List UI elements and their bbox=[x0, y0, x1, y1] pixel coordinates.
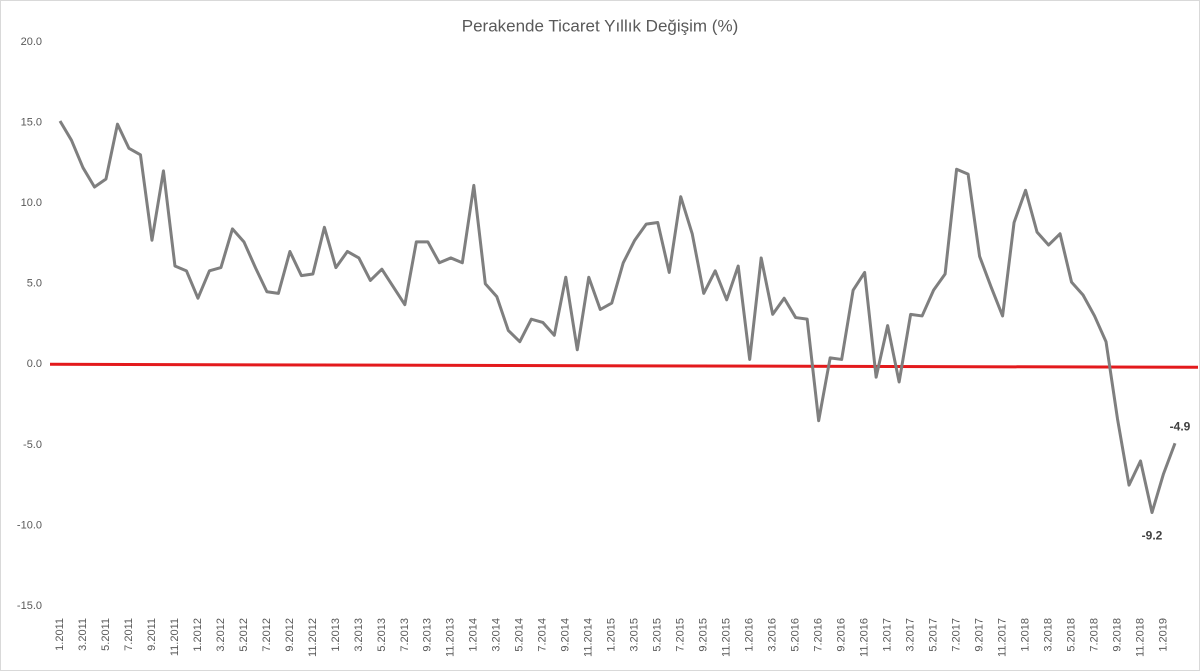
x-tick-label: 3.2017 bbox=[905, 618, 917, 652]
x-tick-label: 11.2016 bbox=[859, 618, 871, 657]
y-tick-label: 10.0 bbox=[21, 197, 42, 209]
x-tick-label: 3.2011 bbox=[77, 618, 89, 651]
x-tick-label: 9.2013 bbox=[422, 618, 434, 652]
x-tick-label: 9.2011 bbox=[146, 618, 158, 651]
x-tick-label: 7.2013 bbox=[399, 618, 411, 652]
y-tick-label: -5.0 bbox=[23, 439, 42, 451]
x-tick-label: 11.2013 bbox=[445, 618, 457, 657]
x-tick-label: 3.2018 bbox=[1042, 618, 1054, 652]
y-tick-label: 15.0 bbox=[21, 116, 42, 128]
x-tick-label: 3.2016 bbox=[767, 618, 779, 652]
x-tick-label: 5.2014 bbox=[514, 618, 526, 652]
x-tick-label: 9.2016 bbox=[836, 618, 848, 652]
x-tick-label: 1.2011 bbox=[54, 618, 66, 651]
x-tick-label: 7.2014 bbox=[537, 618, 549, 652]
x-tick-label: 9.2017 bbox=[973, 618, 985, 652]
x-tick-label: 11.2015 bbox=[721, 618, 733, 657]
x-tick-label: 5.2017 bbox=[928, 618, 940, 652]
x-tick-label: 5.2011 bbox=[100, 618, 112, 651]
y-tick-label: 0.0 bbox=[27, 358, 42, 370]
x-tick-label: 11.2014 bbox=[583, 618, 595, 657]
x-tick-label: 7.2016 bbox=[813, 618, 825, 652]
x-tick-label: 9.2018 bbox=[1111, 618, 1123, 652]
x-tick-label: 9.2012 bbox=[284, 618, 296, 652]
x-tick-label: 3.2012 bbox=[215, 618, 227, 652]
x-tick-label: 1.2014 bbox=[468, 618, 480, 652]
reference-line bbox=[49, 362, 1199, 369]
x-tick-label: 3.2013 bbox=[353, 618, 365, 652]
y-tick-label: -10.0 bbox=[17, 519, 42, 531]
y-tick-label: -15.0 bbox=[17, 600, 42, 612]
x-tick-label: 11.2011 bbox=[169, 618, 181, 656]
x-tick-label: 7.2018 bbox=[1088, 618, 1100, 652]
x-tick-label: 7.2011 bbox=[123, 618, 135, 651]
x-tick-label: 3.2014 bbox=[491, 618, 503, 652]
x-tick-label: 9.2015 bbox=[698, 618, 710, 652]
x-tick-label: 11.2018 bbox=[1134, 618, 1146, 657]
x-tick-label: 5.2018 bbox=[1065, 618, 1077, 652]
x-tick-label: 1.2016 bbox=[744, 618, 756, 652]
x-tick-label: 7.2017 bbox=[951, 618, 963, 652]
x-tick-label: 9.2014 bbox=[560, 618, 572, 652]
data-label: -4.9 bbox=[1170, 419, 1191, 433]
x-tick-label: 5.2013 bbox=[376, 618, 388, 652]
x-tick-label: 3.2015 bbox=[629, 618, 641, 652]
x-tick-label: 1.2012 bbox=[192, 618, 204, 652]
x-tick-label: 5.2012 bbox=[238, 618, 250, 652]
x-tick-label: 1.2013 bbox=[330, 618, 342, 652]
chart-title: Perakende Ticaret Yıllık Değişim (%) bbox=[462, 16, 739, 35]
x-tick-label: 11.2012 bbox=[307, 618, 319, 657]
data-label: -9.2 bbox=[1142, 529, 1163, 543]
x-tick-label: 1.2015 bbox=[606, 618, 618, 652]
x-tick-label: 1.2017 bbox=[882, 618, 894, 652]
data-line bbox=[58, 120, 1177, 515]
x-tick-label: 5.2016 bbox=[790, 618, 802, 652]
x-tick-label: 1.2018 bbox=[1019, 618, 1031, 652]
x-tick-label: 5.2015 bbox=[652, 618, 664, 652]
x-tick-label: 7.2012 bbox=[261, 618, 273, 652]
y-tick-label: 5.0 bbox=[27, 278, 42, 290]
x-tick-label: 11.2017 bbox=[996, 618, 1008, 657]
x-tick-label: 7.2015 bbox=[675, 618, 687, 652]
x-tick-label: 1.2019 bbox=[1157, 618, 1169, 652]
y-tick-label: 20.0 bbox=[21, 36, 42, 48]
